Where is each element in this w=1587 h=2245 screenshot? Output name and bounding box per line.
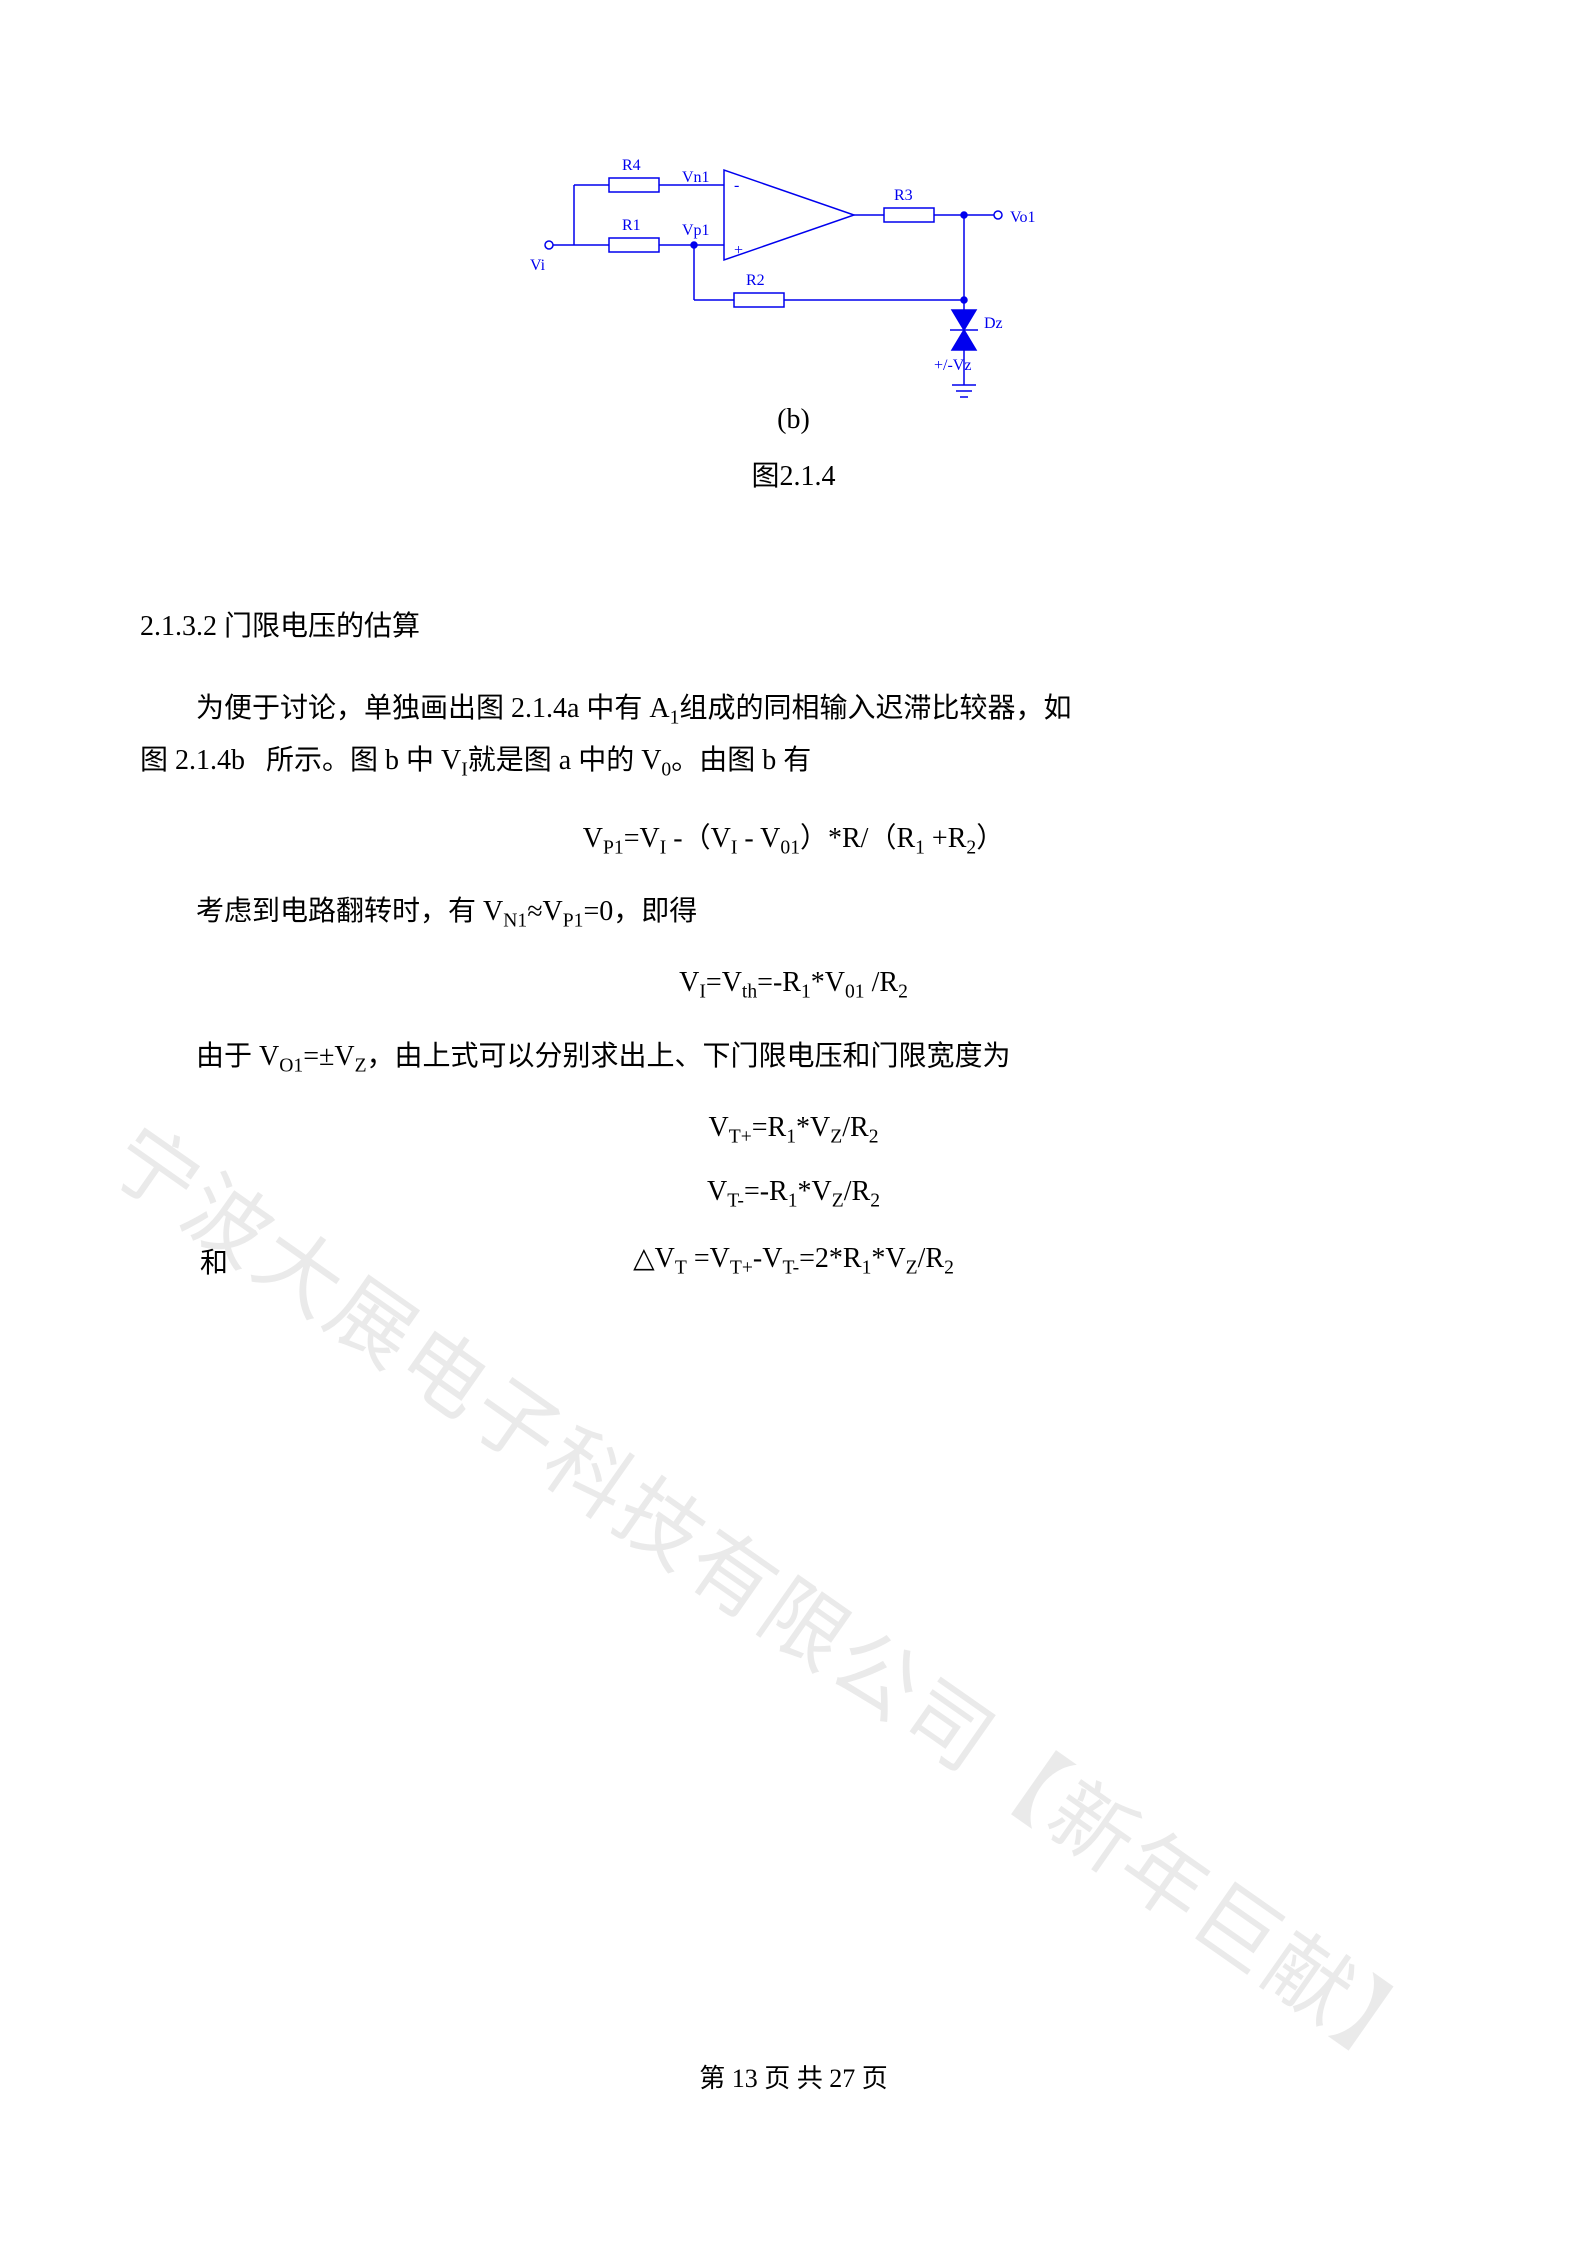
formula-2: VI=Vth=-R1*V01 /R2 xyxy=(140,967,1447,1004)
paragraph-3: 由于 VO1=±VZ，由上式可以分别求出上、下门限电压和门限宽度为 xyxy=(140,1032,1447,1084)
paragraph-1-cont: 图 2.1.4b 所示。图 b 中 VI就是图 a 中的 V0。由图 b 有 xyxy=(140,736,1447,788)
p2-prefix: 考虑到电路翻转时，有 V xyxy=(196,896,503,927)
and-label: 和 xyxy=(200,1241,228,1281)
paragraph-1: 为便于讨论，单独画出图 2.1.4a 中有 A1组成的同相输入迟滞比较器，如 xyxy=(140,684,1447,736)
label-r1: R1 xyxy=(622,217,641,234)
formula-3: VT+=R1*VZ/R2 xyxy=(140,1112,1447,1149)
label-dz: Dz xyxy=(984,315,1003,332)
label-vo1: Vo1 xyxy=(1010,209,1036,226)
formula-4: VT-=-R1*VZ/R2 xyxy=(140,1176,1447,1213)
p2-suffix: =0，即得 xyxy=(583,896,697,927)
subfigure-label: (b) xyxy=(777,404,810,436)
p3-sub: O1 xyxy=(279,1055,303,1076)
label-vi: Vi xyxy=(530,257,546,274)
label-vz: +/-Vz xyxy=(934,357,971,374)
label-r3: R3 xyxy=(894,187,913,204)
paragraph-2: 考虑到电路翻转时，有 VN1≈VP1=0，即得 xyxy=(140,887,1447,939)
formula-5: 和 △VT =VT+-VT-=2*R1*VZ/R2 xyxy=(140,1241,1447,1280)
svg-text:+: + xyxy=(734,242,743,259)
figure-caption: 图2.1.4 xyxy=(751,454,835,494)
label-r2: R2 xyxy=(746,272,765,289)
section-heading: 2.1.3.2 门限电压的估算 xyxy=(140,604,1447,644)
p2-sub2: P1 xyxy=(563,911,584,932)
p2-mid: ≈V xyxy=(527,896,563,927)
page-footer: 第 13 页 共 27 页 xyxy=(0,2058,1587,2095)
label-vn1: Vn1 xyxy=(682,169,710,186)
formula-1: VP1=VI -（VI - V01）*R/（R1 +R2） xyxy=(140,816,1447,860)
page-root: 宁波大展电子科技有限公司【新年巨献】 - + Vn1 Vp1 R4 xyxy=(0,0,1587,2245)
circuit-svg: - + Vn1 Vp1 R4 Vi R1 xyxy=(494,130,1094,410)
p3-prefix: 由于 V xyxy=(196,1041,279,1072)
label-vp1: Vp1 xyxy=(682,222,710,239)
circuit-figure: - + Vn1 Vp1 R4 Vi R1 xyxy=(140,130,1447,494)
svg-text:-: - xyxy=(734,177,739,194)
label-r4: R4 xyxy=(622,157,641,174)
p2-sub1: N1 xyxy=(503,911,527,932)
